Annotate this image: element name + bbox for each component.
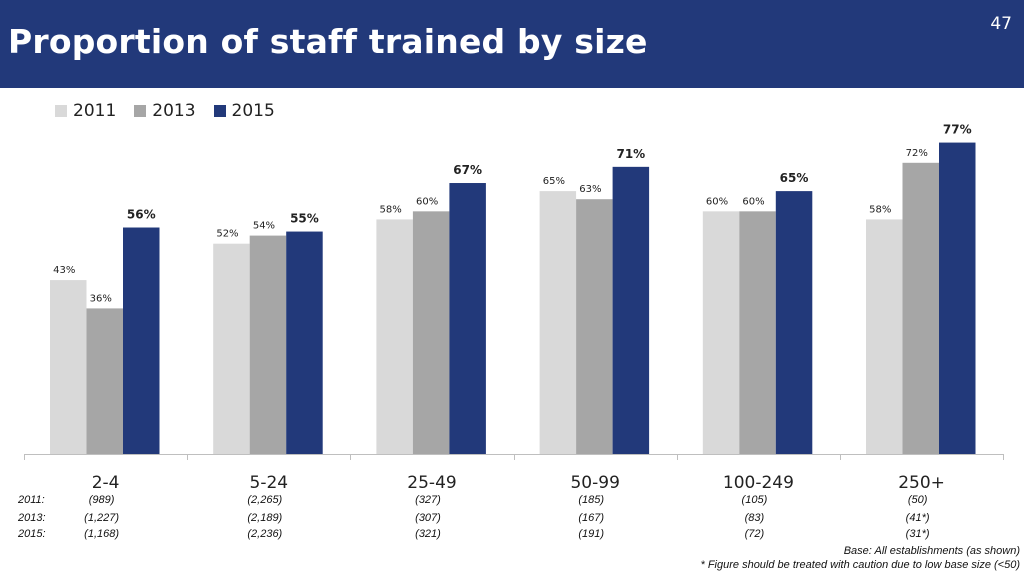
base-size-cell: (989) bbox=[88, 494, 115, 506]
base-size-cell: (1,227) bbox=[84, 512, 120, 524]
data-label-2013-2-4: 36% bbox=[90, 293, 112, 304]
data-label-2015-25-49: 67% bbox=[453, 163, 482, 177]
bar-2011-25-49 bbox=[376, 219, 413, 454]
bar-2011-250+ bbox=[866, 219, 903, 454]
data-label-2011-5-24: 52% bbox=[216, 229, 238, 240]
legend-item-2013: 2013 bbox=[134, 101, 196, 121]
base-size-cell: (41*) bbox=[905, 512, 930, 524]
slide-title: Proportion of staff trained by size bbox=[8, 22, 648, 61]
chart-legend: 2011 2013 2015 bbox=[55, 101, 275, 121]
bar-2013-5-24 bbox=[249, 235, 287, 454]
base-size-cell: (105) bbox=[741, 494, 768, 506]
base-size-cell: (307) bbox=[415, 512, 441, 524]
base-size-cell: (83) bbox=[744, 512, 765, 524]
base-size-cell: (2,265) bbox=[247, 494, 283, 506]
data-label-2015-100-249: 65% bbox=[780, 171, 809, 185]
legend-label-2011: 2011 bbox=[73, 101, 117, 121]
legend-swatch-2015 bbox=[213, 105, 226, 117]
caution-note: * Figure should be treated with caution … bbox=[700, 559, 1021, 571]
data-label-2013-50-99: 63% bbox=[579, 184, 601, 195]
category-label-50-99: 50-99 bbox=[570, 473, 619, 493]
data-label-2013-25-49: 60% bbox=[416, 196, 438, 207]
base-size-cell: (167) bbox=[578, 512, 605, 524]
base-size-cell: (185) bbox=[578, 494, 605, 506]
legend-item-2011: 2011 bbox=[55, 101, 116, 121]
bar-2013-100-249 bbox=[739, 211, 776, 454]
data-label-2015-2-4: 56% bbox=[127, 208, 156, 222]
page-number: 47 bbox=[990, 14, 1012, 34]
bar-2015-50-99 bbox=[612, 166, 650, 454]
base-size-cell: (72) bbox=[744, 528, 765, 540]
bar-2015-100-249 bbox=[775, 191, 813, 454]
category-label-2-4: 2-4 bbox=[92, 473, 120, 493]
data-label-2011-100-249: 60% bbox=[706, 196, 728, 207]
bar-2015-2-4 bbox=[123, 227, 160, 454]
bar-2013-250+ bbox=[902, 162, 939, 455]
data-label-2011-25-49: 58% bbox=[380, 204, 402, 215]
bar-2013-25-49 bbox=[412, 211, 450, 454]
category-label-100-249: 100-249 bbox=[723, 473, 794, 493]
slide-header: Proportion of staff trained by size 47 bbox=[0, 0, 1024, 88]
bar-chart: 43% 36% 56% 2-4 52% 54% 55% 5-24 58% 60% 67% 25-49 6… bbox=[24, 123, 1004, 493]
base-note: Base: All establishments (as shown) bbox=[843, 545, 1020, 557]
bar-2015-5-24 bbox=[286, 231, 323, 454]
legend-swatch-2013 bbox=[134, 105, 147, 117]
base-size-cell: (321) bbox=[415, 528, 441, 540]
category-label-5-24: 5-24 bbox=[250, 473, 289, 493]
data-label-2013-100-249: 60% bbox=[742, 196, 764, 207]
legend-item-2015: 2015 bbox=[213, 101, 275, 121]
base-size-cell: (2,236) bbox=[247, 528, 283, 540]
data-label-2011-50-99: 65% bbox=[543, 176, 565, 187]
base-size-cell: (2,189) bbox=[247, 512, 283, 524]
base-size-cell: (1,168) bbox=[84, 528, 120, 540]
base-size-cell: (327) bbox=[415, 494, 441, 506]
bar-2013-2-4 bbox=[86, 308, 123, 454]
data-label-2015-5-24: 55% bbox=[290, 212, 319, 226]
base-row-label: 2011: bbox=[18, 494, 45, 506]
category-label-250+: 250+ bbox=[898, 473, 945, 493]
bar-2011-5-24 bbox=[213, 243, 250, 454]
base-row-label: 2015: bbox=[18, 528, 46, 540]
legend-label-2015: 2015 bbox=[231, 101, 275, 121]
bar-2011-100-249 bbox=[702, 211, 740, 454]
base-size-cell: (31*) bbox=[905, 528, 930, 540]
data-label-2011-2-4: 43% bbox=[53, 265, 75, 276]
data-label-2013-5-24: 54% bbox=[253, 221, 275, 232]
legend-swatch-2011 bbox=[55, 105, 67, 117]
data-label-2011-250+: 58% bbox=[869, 204, 891, 215]
bar-2011-50-99 bbox=[539, 191, 577, 454]
base-size-cell: (50) bbox=[907, 494, 928, 506]
bar-2015-250+ bbox=[939, 142, 976, 455]
bar-2011-2-4 bbox=[50, 280, 87, 454]
data-label-2015-50-99: 71% bbox=[616, 147, 645, 161]
base-row-label: 2013: bbox=[18, 512, 46, 524]
legend-label-2013: 2013 bbox=[152, 101, 196, 121]
data-label-2013-250+: 72% bbox=[906, 148, 928, 159]
data-label-2015-250+: 77% bbox=[943, 123, 972, 137]
base-size-cell: (191) bbox=[578, 528, 605, 540]
category-label-25-49: 25-49 bbox=[407, 473, 456, 493]
bar-2013-50-99 bbox=[576, 199, 613, 454]
bar-2015-25-49 bbox=[449, 183, 486, 454]
